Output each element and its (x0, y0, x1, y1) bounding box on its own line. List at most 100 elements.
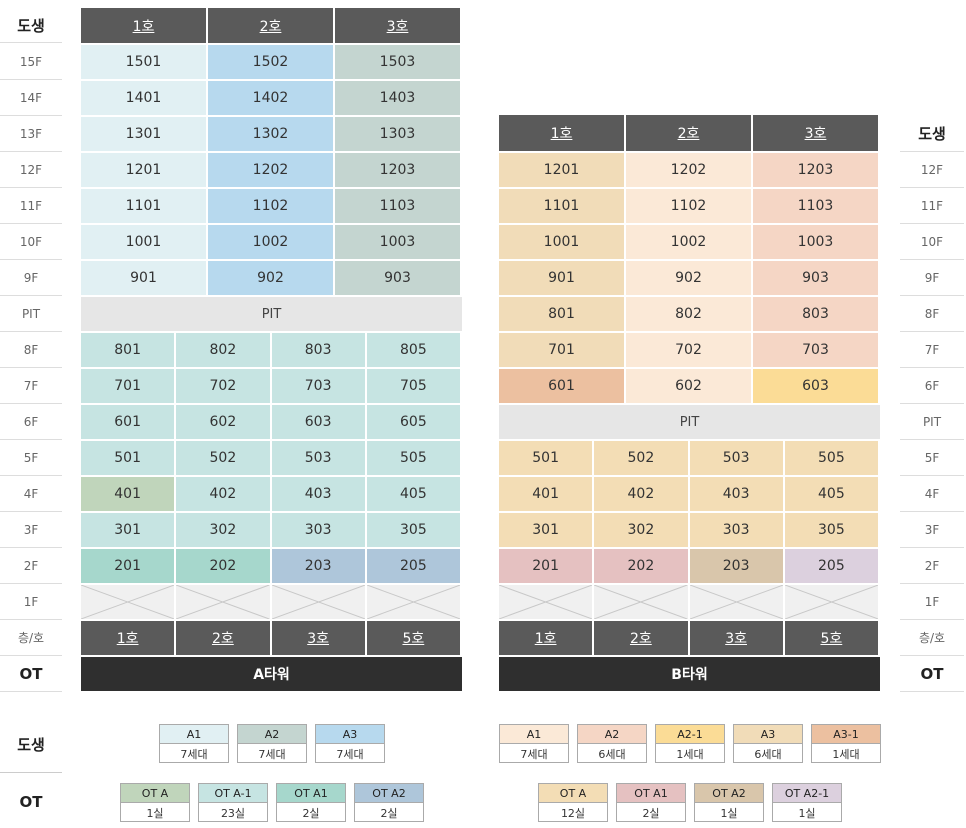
unit-cell: 302 (594, 513, 688, 547)
unit-cell: 303 (271, 513, 365, 547)
unit-cell: 402 (594, 477, 688, 511)
floor-label-1f: 1F (0, 584, 62, 620)
unit-cell: 501 (499, 441, 593, 475)
unit-cell: 505 (784, 441, 878, 475)
unit-cell: 502 (176, 441, 270, 475)
unit-cell: 1103 (753, 189, 878, 223)
tower-a-bottom-header: 5호 (366, 621, 460, 655)
unit-cell: 1003 (335, 225, 460, 259)
legend-item: A3 7세대 (315, 724, 385, 763)
floor-label: 8F (900, 296, 964, 332)
unit-cell: 1001 (81, 225, 206, 259)
unit-cell: 701 (81, 369, 175, 403)
unit-cell: 702 (176, 369, 270, 403)
floor-label: 2F (900, 548, 964, 584)
tower-b-col-header-label: 2호 (677, 126, 700, 142)
unit-cell: 301 (81, 513, 175, 547)
unit-cell: 1502 (208, 45, 333, 79)
label-ot-right: OT (900, 656, 964, 692)
label-ot-left: OT (0, 656, 62, 692)
floor-label: 11F (900, 188, 964, 224)
floor-label: 5F (900, 440, 964, 476)
legend-type-count: 7세대 (180, 747, 208, 761)
legend-item: OT A 1실 (120, 783, 190, 822)
tower-a-bottom-header-label: 2호 (211, 631, 234, 647)
legend-type-name: A3-1 (812, 725, 880, 744)
unit-cell: 1002 (626, 225, 751, 259)
legend-type-count: 1실 (146, 806, 164, 820)
legend-type-name: OT A2-1 (773, 784, 841, 803)
floor-label: 4F (900, 476, 964, 512)
unit-cell: 601 (81, 405, 175, 439)
unit-cell: 703 (753, 333, 878, 367)
floor-label: 7F (900, 332, 964, 368)
legend-type-name: OT A2 (355, 784, 423, 803)
floor-label: 12F (900, 152, 964, 188)
unit-cell: 203 (271, 549, 365, 583)
floor-label: 11F (0, 188, 62, 224)
unit-cell: 1403 (335, 81, 460, 115)
legend-label-dosaeng: 도생 (17, 735, 45, 754)
unit-cell: 503 (271, 441, 365, 475)
unit-cell: 403 (689, 477, 783, 511)
unit-cell: 802 (626, 297, 751, 331)
legend-item: A2-1 1세대 (655, 724, 725, 763)
legend-type-name: A2 (578, 725, 646, 744)
tower-a-col-header: 3호 (335, 8, 460, 43)
floor-label-pit: PIT (0, 296, 62, 332)
legend-type-count: 1세대 (676, 747, 704, 761)
unit-cell: 1202 (208, 153, 333, 187)
tower-a-bottom-header: 3호 (271, 621, 365, 655)
tower-a-col-header-label: 1호 (132, 18, 155, 35)
unit-cell: 403 (271, 477, 365, 511)
tower-a-1f-empty-cell (176, 585, 270, 619)
unit-cell: 202 (176, 549, 270, 583)
unit-cell: 805 (366, 333, 460, 367)
unit-cell: 205 (784, 549, 878, 583)
unit-cell: 401 (81, 477, 175, 511)
floor-label: 9F (900, 260, 964, 296)
unit-cell: 1101 (81, 189, 206, 223)
unit-cell: 1101 (499, 189, 624, 223)
unit-cell: 603 (271, 405, 365, 439)
legend-type-name: OT A (121, 784, 189, 803)
tower-a-1f-empty-cell (81, 585, 175, 619)
unit-cell: 1302 (208, 117, 333, 151)
unit-cell: 1503 (335, 45, 460, 79)
legend-type-count: 7세대 (258, 747, 286, 761)
floor-label: 3F (0, 512, 62, 548)
tower-b-bottom-header: 5호 (784, 621, 878, 655)
unit-cell: 501 (81, 441, 175, 475)
tower-a-bottom-header: 2호 (176, 621, 270, 655)
floor-label-pit: PIT (900, 404, 964, 440)
unit-cell: 1102 (208, 189, 333, 223)
tower-a-name: A타워 (81, 657, 462, 691)
unit-cell: 901 (81, 261, 206, 295)
tower-b-col-header: 2호 (626, 115, 751, 151)
legend-type-count: 12실 (560, 806, 586, 820)
legend-type-count: 1실 (720, 806, 738, 820)
unit-cell: 601 (499, 369, 624, 403)
legend-type-count: 7세대 (520, 747, 548, 761)
unit-cell: 903 (753, 261, 878, 295)
legend-type-name: OT A2 (695, 784, 763, 803)
unit-cell: 1002 (208, 225, 333, 259)
legend-item: A1 7세대 (159, 724, 229, 763)
legend-item: OT A2-1 1실 (772, 783, 842, 822)
tower-b-pit: PIT (499, 405, 880, 439)
unit-cell: 203 (689, 549, 783, 583)
tower-b-bottom-header-label: 1호 (534, 631, 557, 647)
unit-cell: 303 (689, 513, 783, 547)
unit-cell: 602 (626, 369, 751, 403)
unit-cell: 1003 (753, 225, 878, 259)
legend-type-name: A2 (238, 725, 306, 744)
unit-cell: 803 (271, 333, 365, 367)
legend-type-name: OT A1 (277, 784, 345, 803)
legend-item: A2 6세대 (577, 724, 647, 763)
unit-cell: 302 (176, 513, 270, 547)
unit-cell: 402 (176, 477, 270, 511)
tower-b-bottom-header: 1호 (499, 621, 593, 655)
unit-cell: 1501 (81, 45, 206, 79)
legend-type-name: A1 (500, 725, 568, 744)
floor-label: 10F (900, 224, 964, 260)
